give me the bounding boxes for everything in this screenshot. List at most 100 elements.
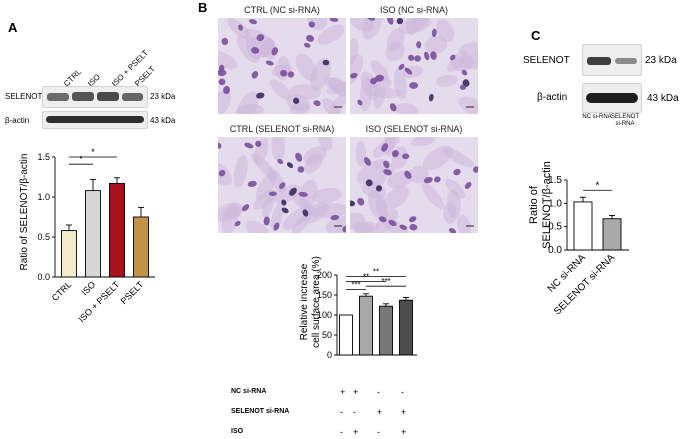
- cell-body: [371, 169, 387, 189]
- bar: [339, 314, 353, 356]
- cell-body: [442, 147, 475, 168]
- cell-nucleus: [265, 60, 274, 66]
- cell-body: [235, 91, 259, 114]
- x-tick-label: CTRL: [50, 279, 74, 303]
- cell-nucleus: [388, 219, 397, 227]
- blot-c-kda: 43 kDa: [647, 93, 679, 104]
- cell-body: [312, 187, 342, 204]
- cell-body: [444, 178, 466, 199]
- condition-value: +: [377, 407, 383, 417]
- condition-row-label: ISO: [231, 428, 244, 435]
- cell-nucleus: [387, 18, 394, 25]
- bar: [399, 299, 413, 356]
- significance-marker: ***: [351, 280, 360, 289]
- cell-body: [410, 137, 437, 147]
- cell-nucleus: [279, 182, 286, 189]
- cell-body: [443, 202, 457, 224]
- cell-body: [270, 79, 292, 101]
- cell-nucleus: [404, 67, 413, 75]
- cell-body: [354, 222, 376, 233]
- condition-value: -: [377, 387, 380, 397]
- cell-body: [383, 185, 409, 210]
- cell-nucleus: [244, 142, 254, 149]
- western-blot-actin-c: [582, 83, 642, 113]
- cell-nucleus: [313, 100, 321, 106]
- cell-nucleus: [287, 71, 295, 78]
- micrograph-caption: ISO (SELENOT si-RNA): [365, 124, 463, 134]
- blot-c-row-label: SELENOT: [523, 55, 570, 66]
- y-tick-label: 1.5: [37, 152, 50, 162]
- cell-nucleus: [329, 18, 339, 22]
- blot-band: [47, 93, 69, 101]
- cell-nucleus: [302, 209, 309, 217]
- bar: [109, 182, 125, 278]
- blot-band: [586, 93, 638, 103]
- cell-body: [317, 137, 333, 151]
- condition-value: +: [340, 387, 346, 397]
- y-tick-label: 200: [317, 270, 332, 280]
- condition-row-label: SELENOT si-RNA: [231, 408, 290, 415]
- cell-nucleus: [381, 143, 389, 152]
- cell-nucleus: [464, 181, 472, 189]
- blot-c-lane-label: SELENOT si-RNA: [610, 114, 639, 127]
- cell-nucleus: [218, 169, 226, 177]
- cell-nucleus: [281, 207, 289, 214]
- cell-nucleus: [398, 63, 405, 70]
- cell-nucleus: [218, 78, 226, 86]
- bar: [573, 201, 593, 251]
- cell-nucleus: [303, 42, 311, 48]
- blot-band: [97, 92, 119, 101]
- blot-c-row-label: β-actin: [537, 92, 568, 103]
- cell-body: [350, 54, 364, 85]
- condition-value: -: [377, 427, 380, 437]
- cell-body: [436, 19, 455, 43]
- y-tick-label: 150: [317, 290, 332, 300]
- blot-band: [72, 92, 94, 101]
- condition-value: +: [401, 427, 407, 437]
- condition-value: -: [353, 407, 356, 417]
- cell-nucleus: [256, 92, 265, 99]
- cell-body: [271, 137, 286, 162]
- cell-nucleus: [428, 93, 434, 102]
- cell-nucleus: [434, 176, 441, 183]
- cell-nucleus: [374, 74, 384, 82]
- cell-nucleus: [289, 187, 297, 196]
- blot-band: [615, 58, 637, 64]
- cell-nucleus: [306, 34, 314, 42]
- cell-nucleus: [330, 214, 340, 221]
- significance-marker: *: [91, 147, 95, 157]
- cell-nucleus: [308, 21, 316, 28]
- micrograph-caption: CTRL (NC si-RNA): [244, 5, 320, 15]
- cell-nucleus: [473, 166, 478, 173]
- cell-nucleus: [449, 228, 457, 233]
- cell-nucleus: [242, 204, 250, 212]
- cell-nucleus: [399, 224, 408, 230]
- blot-a-row-label: β-actin: [5, 116, 30, 125]
- cell-nucleus: [251, 47, 260, 54]
- cell-body: [261, 194, 275, 218]
- cell-body: [289, 102, 311, 114]
- bar: [359, 295, 373, 356]
- bar: [85, 190, 101, 278]
- cell-body: [317, 24, 345, 45]
- cell-body: [303, 153, 323, 174]
- cell-nucleus: [234, 220, 241, 227]
- cell-nucleus: [365, 179, 373, 187]
- micrograph-iso-selenot: [350, 137, 478, 233]
- cell-nucleus: [357, 99, 363, 106]
- cell-nucleus: [408, 54, 415, 61]
- cell-body: [355, 140, 367, 167]
- cell-nucleus: [223, 85, 231, 95]
- y-tick-label: 0: [327, 350, 332, 360]
- cell-nucleus: [383, 169, 393, 176]
- condition-value: +: [401, 407, 407, 417]
- micrograph-ctrl-selenot: [218, 137, 346, 233]
- cell-body: [299, 179, 318, 208]
- cell-nucleus: [363, 157, 371, 166]
- condition-value: -: [340, 407, 343, 417]
- cell-body: [295, 53, 318, 82]
- panel-c-label: C: [531, 28, 541, 43]
- cell-body: [405, 18, 421, 36]
- cell-nucleus: [396, 18, 404, 25]
- cell-body: [459, 54, 478, 70]
